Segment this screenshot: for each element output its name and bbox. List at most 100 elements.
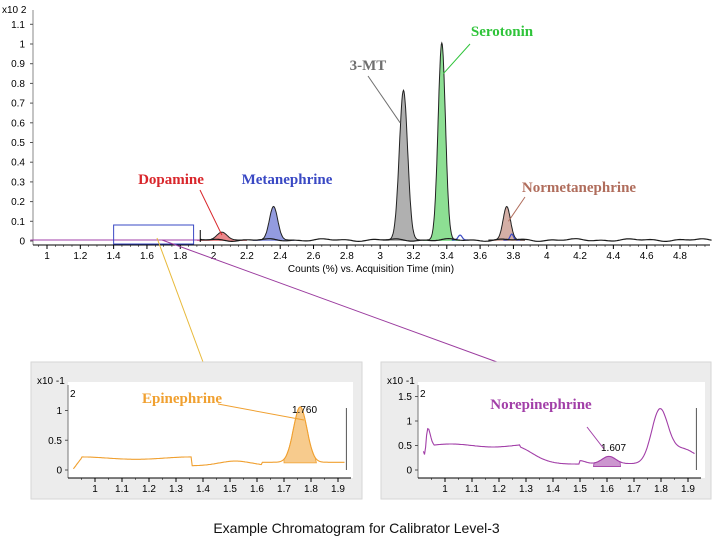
inset-y-tick-label: 0.5 xyxy=(48,436,62,447)
peak-label-metanephrine: Metanephrine xyxy=(242,172,333,188)
inset-x-tick-label: 1.7 xyxy=(627,484,641,495)
main-x-tick-label: 4 xyxy=(544,251,550,262)
main-chromatogram: x10 2 0 0.1 0.2 0.3 0.4 0.5 0.6 0.7 0.8 0.9 1 1.1 1… xyxy=(2,5,712,275)
main-y-tick-label: 1.1 xyxy=(11,20,25,31)
inset-y-multiplier: x10 -1 xyxy=(37,376,65,387)
main-y-tick-label: 1 xyxy=(19,40,25,51)
main-x-tick-label: 1.6 xyxy=(140,251,154,262)
norepinephrine-plot-area xyxy=(418,382,705,478)
main-x-tick-label: 3.4 xyxy=(440,251,454,262)
main-y-tick-label: 0.8 xyxy=(11,79,25,90)
peak-label-serotonin: Serotonin xyxy=(471,24,534,40)
inset-peak-label: 1.607 xyxy=(601,443,626,454)
inset-x-tick-label: 1.2 xyxy=(492,484,506,495)
main-x-tick-label: 4.2 xyxy=(573,251,587,262)
figure-caption: Example Chromatogram for Calibrator Leve… xyxy=(213,520,500,536)
main-x-tick-label: 2.8 xyxy=(340,251,354,262)
peak-label-3-mt: 3-MT xyxy=(350,58,387,74)
main-x-tick-label: 3.8 xyxy=(506,251,520,262)
peak-label-dopamine: Dopamine xyxy=(138,172,204,188)
inset-x-tick-label: 1.3 xyxy=(169,484,183,495)
inset-leader-line xyxy=(217,403,305,421)
inset-x-tick-label: 1.4 xyxy=(546,484,560,495)
main-peak-labels: Dopamine Metanephrine 3-MT Serotonin Normeta… xyxy=(138,24,636,236)
inset-y-tick-label: 1.5 xyxy=(398,392,412,403)
main-y-ticks: 0 0.1 0.2 0.3 0.4 0.5 0.6 0.7 0.8 0.9 1 1.1 xyxy=(11,20,33,248)
peak-leader-line xyxy=(199,189,223,236)
peak-fill-normetanephrine xyxy=(488,206,526,241)
inset-x-tick-label: 1.3 xyxy=(519,484,533,495)
main-x-tick-label: 1.4 xyxy=(107,251,121,262)
norepinephrine-callout-line xyxy=(161,239,498,363)
inset-x-tick-label: 1.7 xyxy=(277,484,291,495)
inset-x-tick-label: 1.1 xyxy=(465,484,479,495)
peak-label-normetanephrine: Normetanephrine xyxy=(522,180,636,196)
inset-x-tick-label: 1.2 xyxy=(142,484,156,495)
inset-x-tick-label: 1.4 xyxy=(196,484,210,495)
main-x-tick-label: 2 xyxy=(211,251,217,262)
inset-x-tick-label: 1.9 xyxy=(681,484,695,495)
inset-y-extra-label: 2 xyxy=(70,389,76,400)
main-x-tick-label: 4.8 xyxy=(673,251,687,262)
main-y-tick-label: 0.5 xyxy=(11,138,25,149)
inset-peak-label: 1.760 xyxy=(292,405,317,416)
inset-x-tick-label: 1 xyxy=(92,484,98,495)
inset-x-tick-label: 1.5 xyxy=(223,484,237,495)
main-y-multiplier: x10 2 xyxy=(2,5,27,16)
epinephrine-callout-line xyxy=(156,237,204,363)
main-x-tick-label: 3.2 xyxy=(407,251,421,262)
inset-x-tick-label: 1 xyxy=(442,484,448,495)
inset-y-tick-label: 0.5 xyxy=(398,441,412,452)
inset-x-tick-label: 1.1 xyxy=(115,484,129,495)
main-x-tick-label: 4.6 xyxy=(640,251,654,262)
norepinephrine-inset: x10 -1 2 0 0.5 1 1.5 1 1.1 1.2 1.3 1.4 1.5 1.6 1.7 1.8… xyxy=(387,376,701,495)
main-x-tick-label: 1 xyxy=(44,251,50,262)
main-x-tick-label: 2.4 xyxy=(273,251,287,262)
inset-y-tick-label: 0 xyxy=(56,466,62,477)
peak-fill-serotonin xyxy=(423,43,461,241)
inset-title: Epinephrine xyxy=(142,391,222,407)
inset-x-tick-label: 1.9 xyxy=(331,484,345,495)
main-y-tick-label: 0.1 xyxy=(11,217,25,228)
zoom-region-box xyxy=(113,224,195,245)
peak-fill-3-mt xyxy=(382,90,425,241)
main-x-tick-label: 1.2 xyxy=(73,251,87,262)
main-x-tick-label: 2.6 xyxy=(307,251,321,262)
main-x-tick-label: 3.6 xyxy=(473,251,487,262)
main-x-tick-label: 4.4 xyxy=(606,251,620,262)
main-y-tick-label: 0 xyxy=(19,237,25,248)
peak-fill-dopamine xyxy=(196,232,247,241)
main-baseline-trace xyxy=(200,237,712,243)
main-x-axis-label: Counts (%) vs. Acquisition Time (min) xyxy=(288,264,454,275)
peak-leader-line xyxy=(367,75,401,124)
inset-leader-line xyxy=(586,426,605,450)
main-y-tick-label: 0.6 xyxy=(11,118,25,129)
peak-leader-line xyxy=(508,196,526,222)
main-x-ticks: 1 1.2 1.4 1.6 1.8 2 2.2 2.4 2.6 2.8 3 3.2 3.4 3.6 3.8 4… xyxy=(38,245,706,262)
inset-trace xyxy=(422,408,695,465)
main-y-tick-label: 0.4 xyxy=(11,158,25,169)
main-y-tick-label: 0.9 xyxy=(11,59,25,70)
main-x-tick-label: 1.8 xyxy=(173,251,187,262)
inset-y-extra-label: 2 xyxy=(420,389,426,400)
main-y-tick-label: 0.3 xyxy=(11,177,25,188)
main-y-tick-label: 0.2 xyxy=(11,197,25,208)
inset-x-tick-label: 1.5 xyxy=(573,484,587,495)
inset-x-tick-label: 1.6 xyxy=(250,484,264,495)
inset-x-tick-label: 1.6 xyxy=(600,484,614,495)
inset-y-multiplier: x10 -1 xyxy=(387,376,415,387)
inset-x-tick-label: 1.8 xyxy=(654,484,668,495)
inset-y-tick-label: 1 xyxy=(56,406,62,417)
peak-leader-line xyxy=(443,43,471,74)
inset-y-tick-label: 1 xyxy=(406,417,412,428)
inset-x-tick-label: 1.8 xyxy=(304,484,318,495)
main-y-tick-label: 0.7 xyxy=(11,99,25,110)
main-x-tick-label: 2.2 xyxy=(240,251,254,262)
peak-fill-metanephrine xyxy=(252,206,295,241)
inset-title: Norepinephrine xyxy=(490,397,592,413)
main-x-tick-label: 3 xyxy=(377,251,383,262)
epinephrine-inset: x10 -1 2 0 0.5 1 1 1.1 1.2 1.3 1.4 1.5 1.6 1.7 1.8 1.9… xyxy=(37,376,351,495)
inset-y-tick-label: 0 xyxy=(406,466,412,477)
inset-trace xyxy=(72,406,345,470)
